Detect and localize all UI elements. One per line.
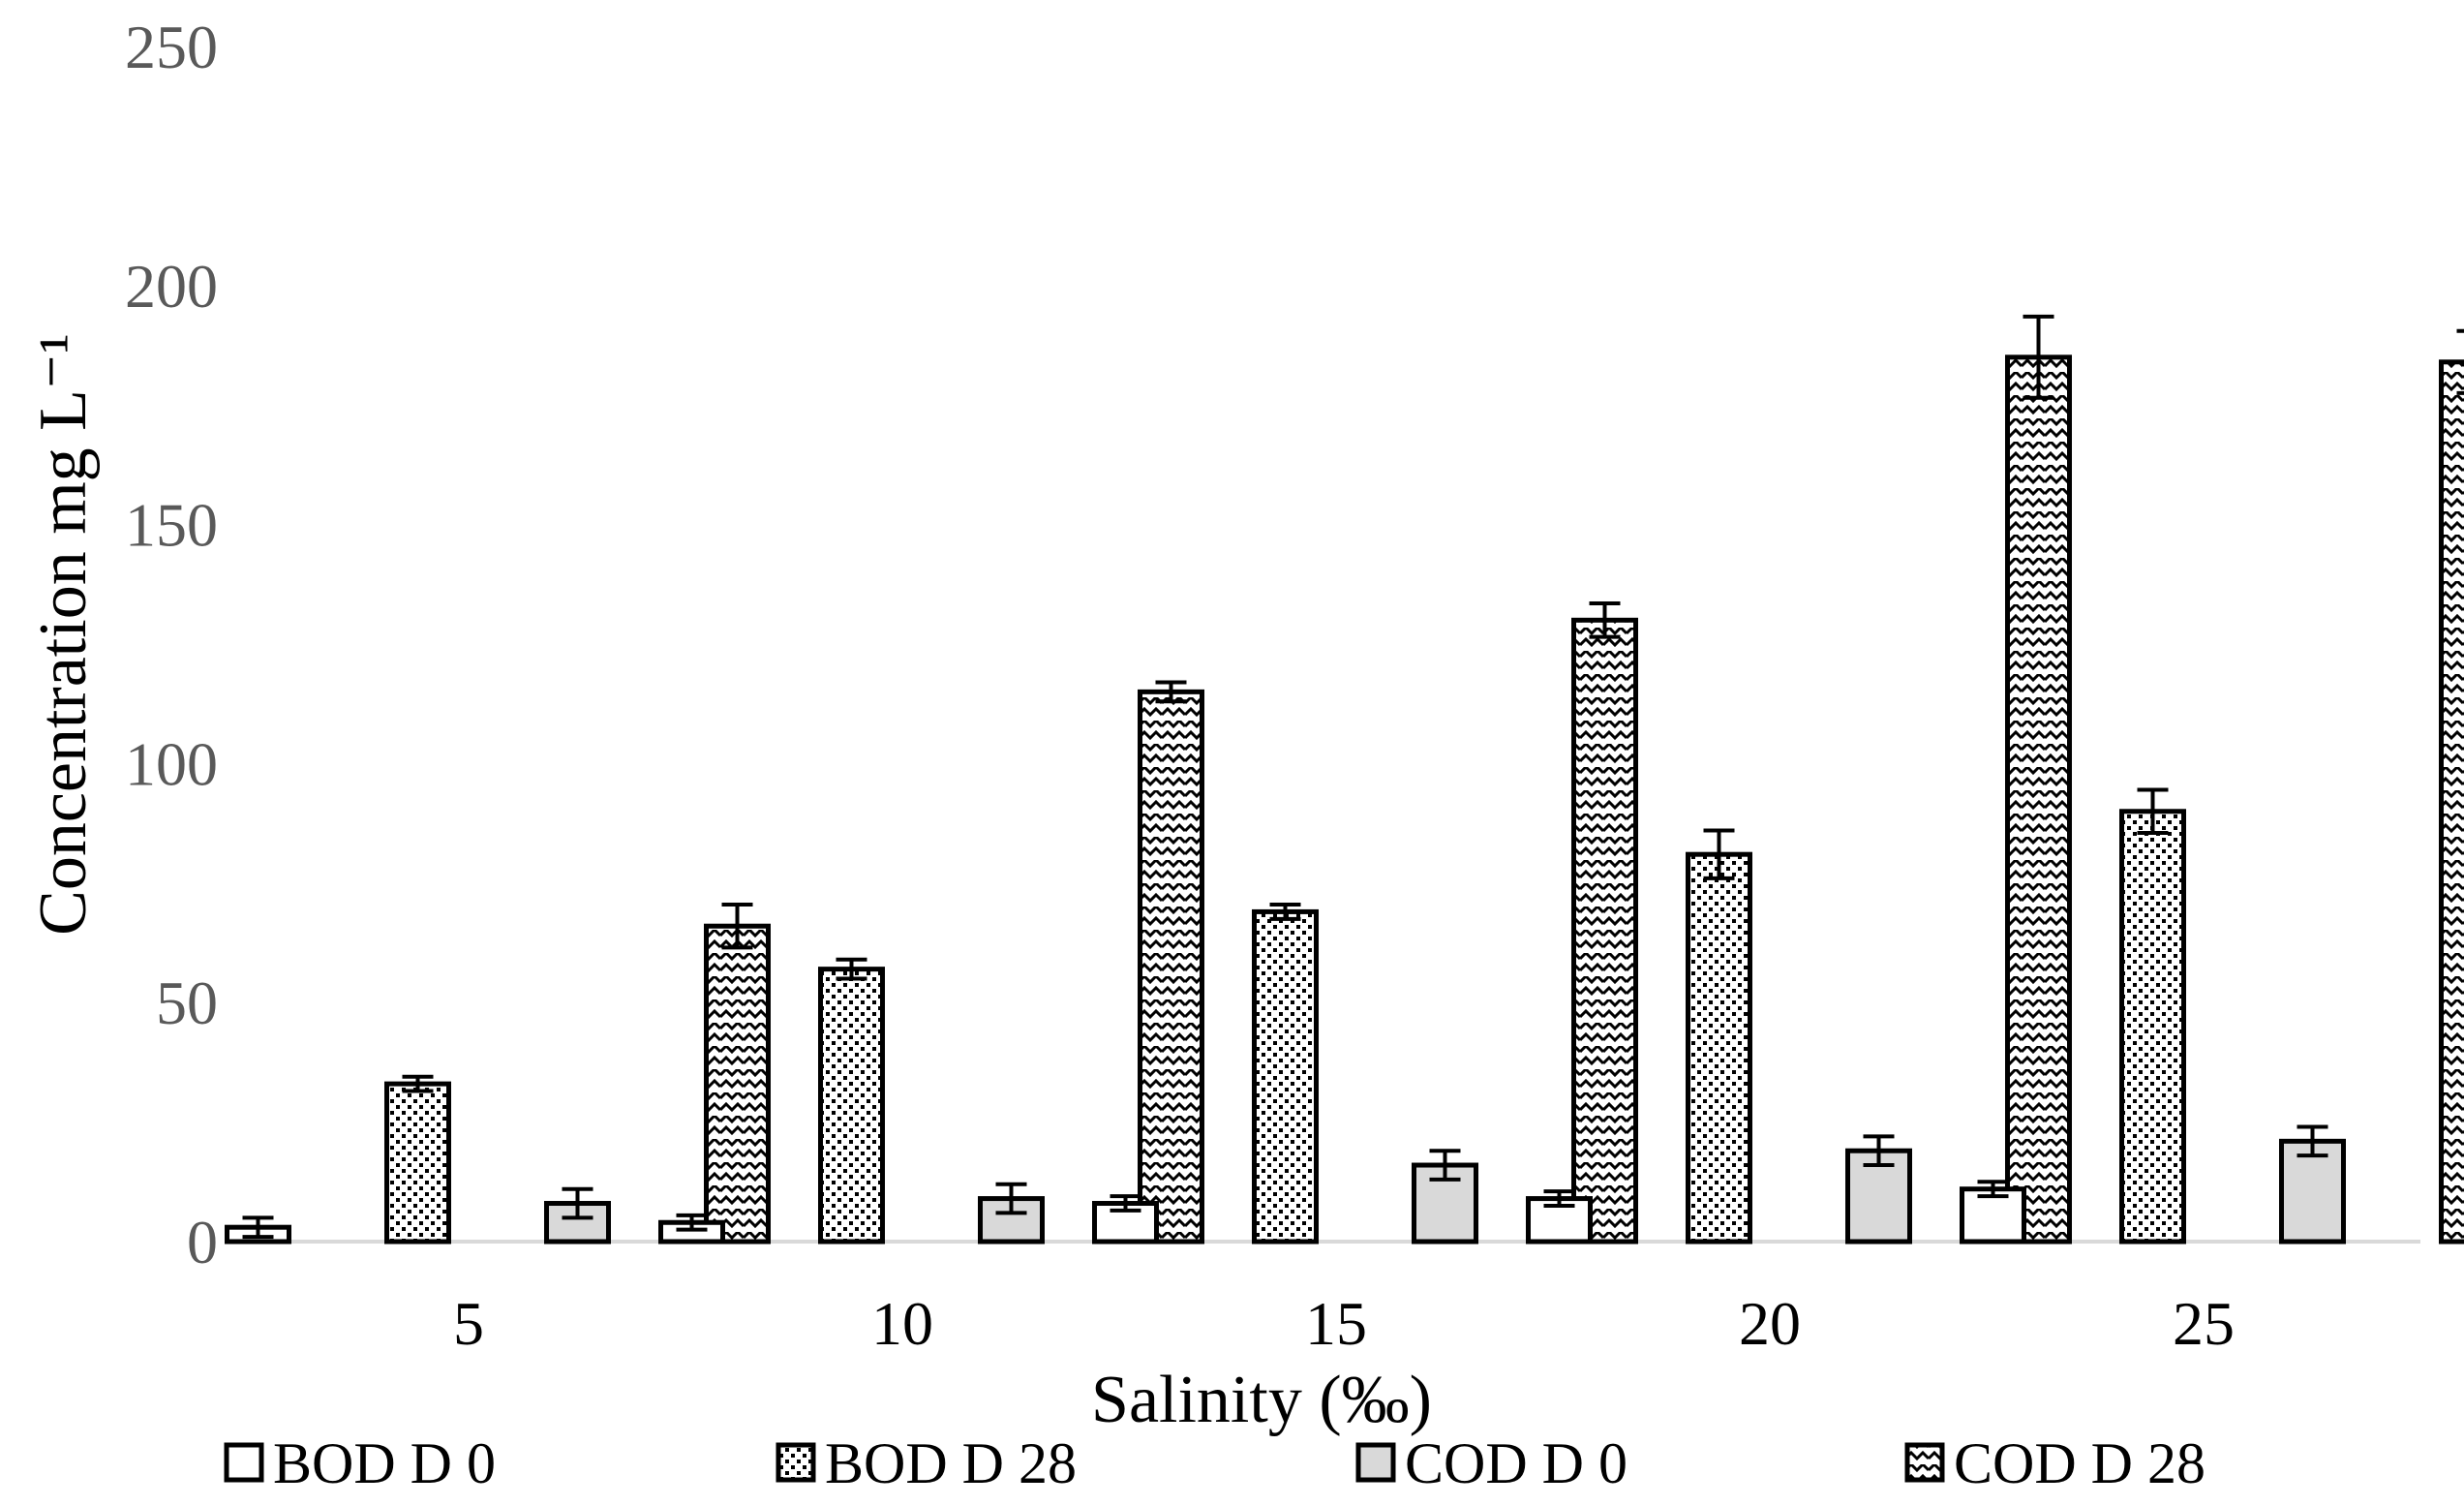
bar <box>2005 354 2072 1245</box>
bar <box>1686 851 1752 1245</box>
x-axis-ticks: 5 10 15 20 25 <box>453 1289 2235 1358</box>
y-tick-label: 100 <box>125 729 218 798</box>
bar <box>1252 908 1319 1245</box>
y-axis-ticks: 0 50 100 150 200 250 <box>125 13 218 1276</box>
x-tick-label: 20 <box>1739 1289 1801 1358</box>
bar <box>704 923 771 1245</box>
legend: BOD D 0 BOD D 28 COD D 0 COD D 28 <box>224 1431 2205 1495</box>
x-tick-label: 5 <box>453 1289 484 1358</box>
y-axis-title: Concentration mg L⁻¹ <box>26 333 101 936</box>
y-tick-label: 50 <box>156 968 218 1037</box>
y-tick-label: 0 <box>187 1208 218 1276</box>
bar <box>2119 809 2186 1245</box>
legend-label: BOD D 0 <box>273 1431 496 1495</box>
legend-swatch <box>1904 1442 1945 1483</box>
bar <box>1571 617 1638 1245</box>
legend-label: COD D 28 <box>1954 1431 2205 1495</box>
bar <box>2279 1138 2346 1245</box>
bar <box>818 967 885 1245</box>
legend-label: COD D 0 <box>1405 1431 1627 1495</box>
y-tick-label: 250 <box>125 13 218 81</box>
y-tick-label: 200 <box>125 252 218 321</box>
x-tick-label: 25 <box>2173 1289 2235 1358</box>
bar <box>1138 689 1204 1245</box>
bars <box>225 314 2464 1245</box>
bar <box>2439 359 2464 1245</box>
legend-swatch <box>224 1442 264 1483</box>
legend-swatch <box>776 1442 816 1483</box>
x-axis-title: Salinity (‰) <box>1091 1363 1432 1437</box>
legend-label: BOD D 28 <box>825 1431 1077 1495</box>
bar <box>384 1081 451 1245</box>
y-tick-label: 150 <box>125 491 218 560</box>
legend-swatch <box>1355 1442 1396 1483</box>
x-tick-label: 15 <box>1305 1289 1367 1358</box>
x-tick-label: 10 <box>871 1289 933 1358</box>
